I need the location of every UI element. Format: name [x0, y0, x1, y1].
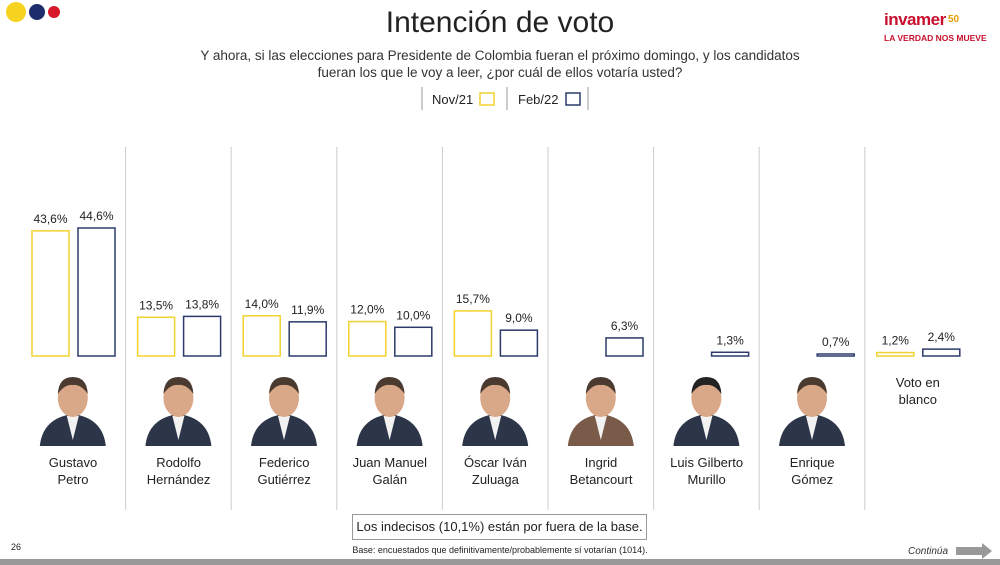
bar — [288, 321, 327, 357]
photo-part — [269, 377, 299, 394]
continue-arrow — [956, 543, 992, 559]
bar — [816, 353, 855, 357]
candidate-name: Federico Gutiérrez — [257, 455, 311, 487]
logo-dot — [6, 2, 26, 22]
candidate-photo — [251, 377, 317, 446]
bar — [242, 315, 281, 357]
legend-swatch — [565, 92, 581, 106]
photo-part — [700, 416, 713, 440]
legend-label: Nov/21 — [432, 92, 474, 107]
bar — [348, 320, 387, 357]
photo-part — [489, 416, 502, 440]
value-label: 12,0% — [350, 303, 384, 317]
value-label: 43,6% — [33, 212, 67, 226]
value-label: 11,9% — [291, 303, 324, 317]
legend-swatch — [479, 92, 495, 106]
logo-years: 50 — [948, 14, 960, 25]
value-label: 10,0% — [396, 308, 430, 322]
bar — [136, 316, 176, 357]
photo-part — [691, 377, 722, 394]
candidate-photo — [356, 377, 423, 446]
photo-part — [374, 379, 405, 417]
photo-part — [797, 379, 827, 417]
photo-part — [278, 416, 290, 440]
bar — [453, 310, 493, 357]
value-label: 15,7% — [456, 292, 490, 306]
bar — [182, 315, 222, 357]
value-label: 13,8% — [185, 297, 219, 311]
bar — [922, 348, 961, 357]
logo-text: invamer — [884, 10, 946, 29]
candidate-name: Ingrid Betancourt — [569, 455, 633, 487]
photo-part — [383, 416, 396, 440]
photo-part — [594, 416, 607, 440]
photo-part — [57, 377, 88, 394]
value-label: 1,2% — [882, 334, 910, 348]
bar — [499, 329, 539, 357]
logo-dot — [48, 6, 60, 18]
candidate-photo — [673, 377, 740, 446]
chart-title: Intención de voto — [385, 6, 615, 39]
photo-part — [374, 377, 405, 394]
tagline: LA VERDAD NOS MUEVE — [884, 33, 987, 43]
photo-part — [163, 377, 194, 394]
note: Los indecisos (10,1%) están por fuera de… — [352, 514, 647, 540]
footer-bar — [0, 559, 1000, 565]
bar — [31, 230, 70, 357]
photo-part — [691, 379, 722, 417]
candidate-name: Enrique Gómez — [789, 455, 835, 487]
continue-label: Continúa — [908, 546, 949, 557]
photo-part — [797, 377, 827, 394]
legend-label: Feb/22 — [518, 92, 559, 107]
photo-part — [480, 379, 511, 417]
value-label: 1,3% — [716, 333, 744, 347]
photo-part — [172, 416, 185, 440]
candidate-name: Luis Gilberto Murillo — [670, 455, 744, 487]
value-label: 6,3% — [611, 319, 639, 333]
chart-subtitle: Y ahora, si las elecciones para Presiden… — [200, 48, 800, 80]
value-label: 44,6% — [79, 209, 113, 223]
candidate-photo — [145, 377, 212, 446]
base-note: Base: encuestados que definitivamente/pr… — [352, 545, 648, 555]
photo-part — [163, 379, 194, 417]
candidate-photo — [567, 377, 634, 446]
value-label: 0,7% — [822, 335, 850, 349]
bar — [876, 351, 915, 357]
candidate-photo — [39, 377, 106, 446]
candidate-name: Voto en blanco — [895, 375, 940, 407]
value-label: 9,0% — [505, 311, 533, 325]
photo-part — [806, 416, 818, 440]
photo-part — [66, 416, 79, 440]
candidate-name: Juan Manuel Galán — [352, 455, 428, 487]
candidate-name: Rodolfo Hernández — [146, 455, 211, 487]
candidate-photo — [462, 377, 529, 446]
candidate-name: Óscar Iván Zuluaga — [463, 455, 527, 487]
value-label: 14,0% — [245, 297, 279, 311]
photo-part — [480, 377, 511, 394]
value-label: 13,5% — [139, 298, 173, 312]
bar — [394, 326, 433, 357]
page-number: 26 — [11, 542, 22, 552]
photo-part — [57, 379, 88, 417]
photo-part — [269, 379, 299, 417]
bar — [605, 337, 644, 357]
bar — [77, 227, 116, 357]
photo-part — [585, 377, 616, 394]
value-label: 2,4% — [928, 330, 956, 344]
bar — [710, 351, 750, 357]
logo-dot — [29, 4, 45, 20]
candidate-name: Gustavo Petro — [48, 455, 98, 487]
photo-part — [585, 379, 616, 417]
candidate-photo — [779, 377, 845, 446]
